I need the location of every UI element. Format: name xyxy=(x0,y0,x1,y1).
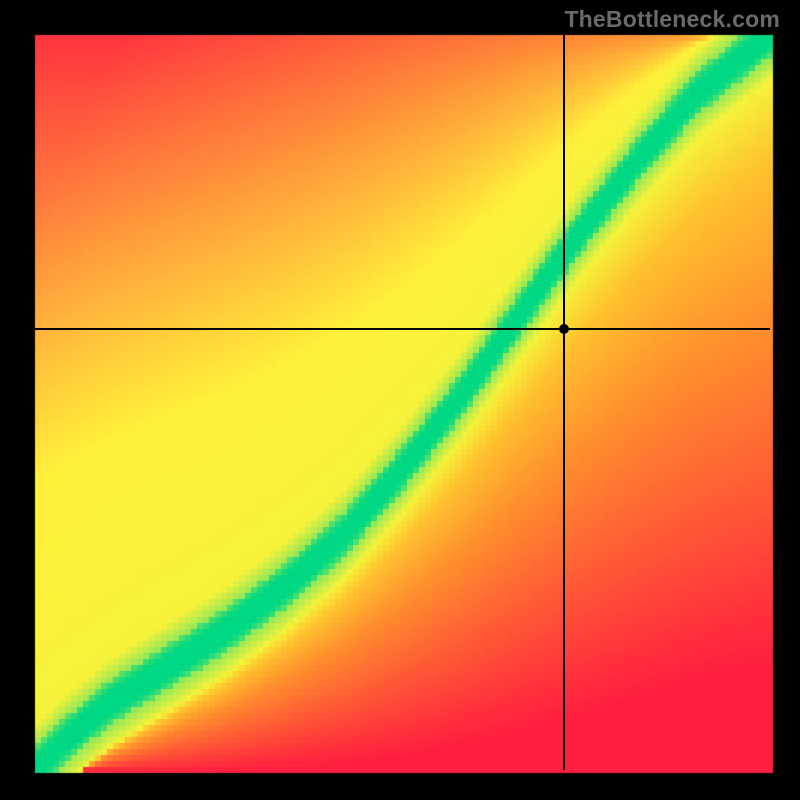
crosshair-horizontal xyxy=(35,328,770,330)
bottleneck-heatmap xyxy=(0,0,800,800)
chart-container: TheBottleneck.com xyxy=(0,0,800,800)
crosshair-vertical xyxy=(563,35,565,770)
watermark-text: TheBottleneck.com xyxy=(564,6,780,33)
operating-point-marker xyxy=(559,324,569,334)
